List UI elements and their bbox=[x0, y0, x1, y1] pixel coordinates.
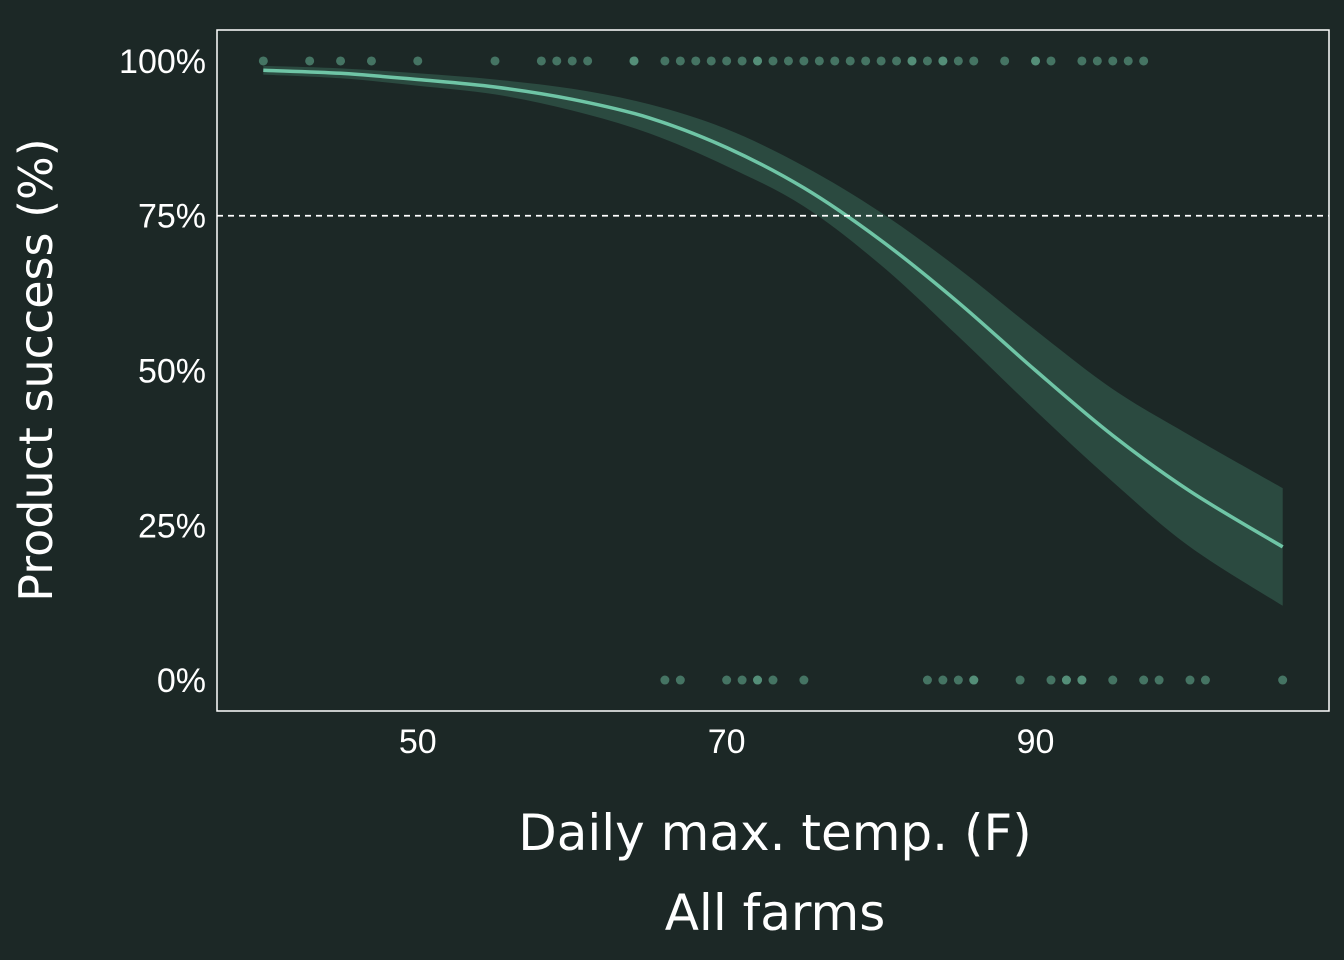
data-point bbox=[953, 56, 963, 66]
y-tick-label: 50% bbox=[138, 353, 206, 391]
data-point bbox=[583, 56, 593, 66]
data-point bbox=[1108, 56, 1118, 66]
data-point bbox=[799, 56, 809, 66]
data-point bbox=[969, 56, 979, 66]
data-point bbox=[799, 675, 809, 685]
data-point bbox=[814, 56, 824, 66]
data-point bbox=[1123, 56, 1133, 66]
data-point bbox=[753, 56, 763, 66]
chart-subtitle: All farms bbox=[665, 884, 886, 942]
data-point bbox=[1185, 675, 1195, 685]
data-point bbox=[1061, 675, 1071, 685]
data-point bbox=[1015, 675, 1025, 685]
data-point bbox=[629, 56, 639, 66]
data-point bbox=[783, 56, 793, 66]
data-point bbox=[938, 675, 948, 685]
x-tick-label: 70 bbox=[708, 723, 746, 761]
data-point bbox=[660, 56, 670, 66]
x-tick-label: 50 bbox=[399, 723, 437, 761]
data-point bbox=[753, 675, 763, 685]
data-point bbox=[1077, 675, 1087, 685]
data-point bbox=[907, 56, 917, 66]
x-axis-label: Daily max. temp. (F) bbox=[518, 804, 1032, 862]
y-axis-label: Product success (%) bbox=[9, 138, 63, 601]
data-point bbox=[706, 56, 716, 66]
data-point bbox=[938, 56, 948, 66]
y-tick-labels: 0% 25% 50% 75% 100% bbox=[119, 43, 206, 700]
data-point bbox=[366, 56, 376, 66]
data-point bbox=[1108, 675, 1118, 685]
data-point bbox=[258, 56, 268, 66]
data-point bbox=[1200, 675, 1210, 685]
y-tick-label: 75% bbox=[138, 198, 206, 236]
data-point bbox=[876, 56, 886, 66]
data-point bbox=[336, 56, 346, 66]
data-point bbox=[737, 56, 747, 66]
data-point bbox=[722, 56, 732, 66]
data-point bbox=[722, 675, 732, 685]
x-tick-label: 90 bbox=[1017, 723, 1055, 761]
data-point bbox=[675, 675, 685, 685]
plot-border bbox=[216, 29, 1330, 712]
data-point bbox=[567, 56, 577, 66]
data-point bbox=[1092, 56, 1102, 66]
data-point bbox=[305, 56, 315, 66]
data-point bbox=[1046, 675, 1056, 685]
data-point bbox=[413, 56, 423, 66]
data-point bbox=[737, 675, 747, 685]
confidence-band-layer bbox=[263, 65, 1283, 606]
trend-line bbox=[263, 68, 1284, 549]
data-point bbox=[1046, 56, 1056, 66]
data-point bbox=[1154, 675, 1164, 685]
data-point bbox=[969, 675, 979, 685]
x-tick-labels: 50 70 90 bbox=[399, 723, 1055, 761]
data-point bbox=[768, 56, 778, 66]
data-point bbox=[1139, 675, 1149, 685]
data-point bbox=[861, 56, 871, 66]
data-point bbox=[552, 56, 562, 66]
data-point bbox=[830, 56, 840, 66]
trend-line-layer bbox=[263, 68, 1284, 549]
data-point bbox=[660, 675, 670, 685]
data-point bbox=[922, 56, 932, 66]
data-point bbox=[675, 56, 685, 66]
data-point bbox=[1031, 56, 1041, 66]
data-point bbox=[922, 675, 932, 685]
y-tick-label: 25% bbox=[138, 507, 206, 545]
confidence-band bbox=[263, 65, 1283, 606]
data-point bbox=[1077, 56, 1087, 66]
data-point bbox=[892, 56, 902, 66]
y-tick-label: 100% bbox=[119, 43, 206, 81]
data-point bbox=[1000, 56, 1010, 66]
points-layer bbox=[258, 56, 1288, 685]
data-point bbox=[536, 56, 546, 66]
y-tick-label: 0% bbox=[157, 662, 206, 700]
data-point bbox=[768, 675, 778, 685]
data-point bbox=[1278, 675, 1288, 685]
data-point bbox=[845, 56, 855, 66]
data-point bbox=[953, 675, 963, 685]
data-point bbox=[691, 56, 701, 66]
data-point bbox=[1139, 56, 1149, 66]
data-point bbox=[490, 56, 500, 66]
